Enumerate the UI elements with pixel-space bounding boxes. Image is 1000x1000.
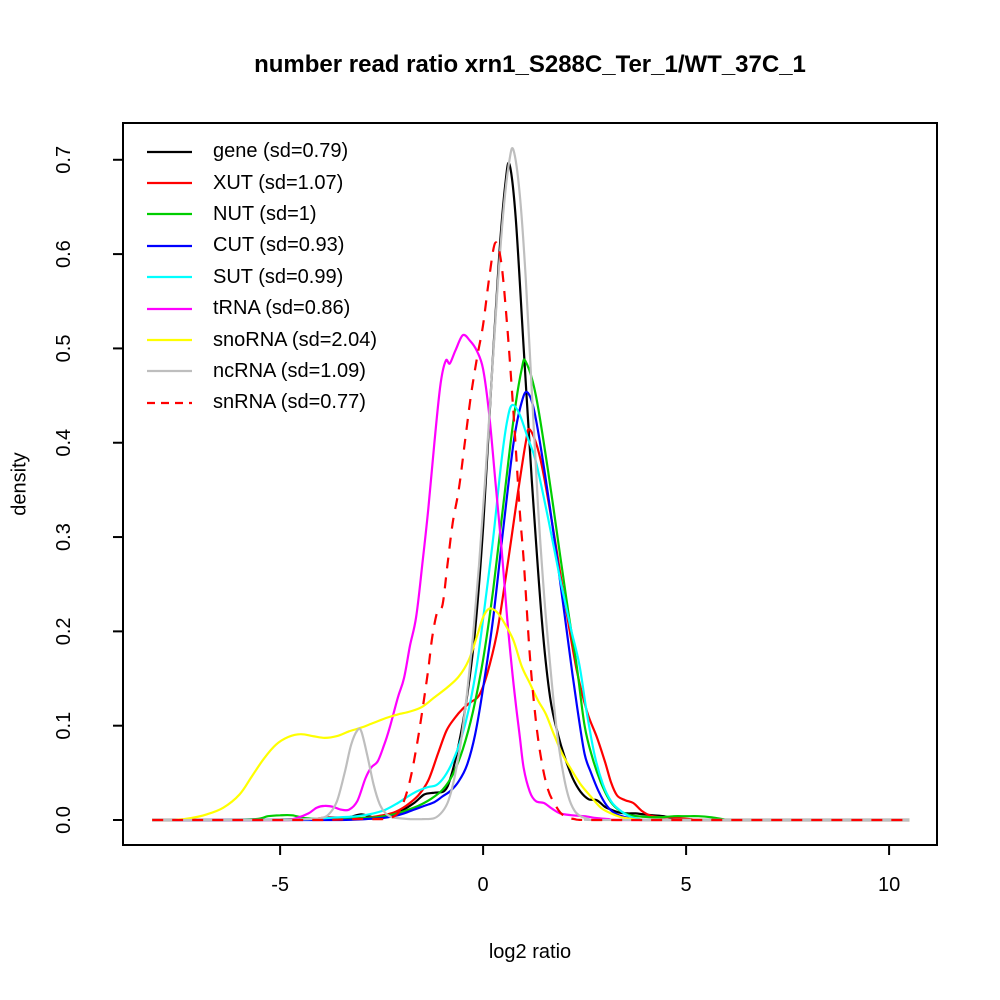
legend-label-tRNA: tRNA (sd=0.86) <box>213 297 351 320</box>
legend-item-NUT: NUT (sd=1) <box>147 199 377 230</box>
legend-label-SUT: SUT (sd=0.99) <box>213 265 344 288</box>
legend-label-XUT: XUT (sd=1.07) <box>213 171 344 194</box>
legend: gene (sd=0.79) XUT (sd=1.07) NUT (sd=1) CUT… <box>147 136 377 419</box>
legend-item-snoRNA: snoRNA (sd=2.04) <box>147 324 377 355</box>
y-tick-label: 0.3 <box>53 523 75 551</box>
curve-snRNA <box>152 241 910 822</box>
legend-label-CUT: CUT (sd=0.93) <box>213 234 345 257</box>
legend-label-snRNA: snRNA (sd=0.77) <box>213 391 366 414</box>
x-tick-label: 10 <box>878 874 900 896</box>
y-tick-label: 0.0 <box>53 806 75 834</box>
x-tick-label: 0 <box>478 874 489 896</box>
plot-box <box>122 122 938 846</box>
curve-CUT <box>152 390 910 822</box>
curve-snoRNA <box>152 607 910 822</box>
legend-line-swatch-NUT <box>147 213 192 216</box>
legend-line-swatch-snoRNA <box>147 338 192 342</box>
legend-line-swatch-tRNA <box>147 307 192 310</box>
y-tick-label: 0.1 <box>53 712 75 740</box>
legend-line-swatch-ncRNA <box>147 370 192 373</box>
curve-tRNA <box>152 333 910 822</box>
legend-line-swatch-CUT <box>147 244 192 247</box>
legend-item-gene: gene (sd=0.79) <box>147 136 377 167</box>
legend-label-gene: gene (sd=0.79) <box>213 140 349 163</box>
y-tick-label: 0.2 <box>53 617 75 645</box>
curve-ncRNA <box>152 147 910 822</box>
legend-line-swatch-snRNA <box>147 401 192 404</box>
curve-SUT <box>152 403 910 822</box>
legend-line-swatch-SUT <box>147 276 192 279</box>
y-tick-label: 0.4 <box>53 429 75 457</box>
y-tick-label: 0.6 <box>53 240 75 268</box>
curve-NUT <box>152 358 910 822</box>
curve-XUT <box>152 427 910 822</box>
chart-title: number read ratio xrn1_S288C_Ter_1/WT_37… <box>254 51 806 78</box>
legend-item-tRNA: tRNA (sd=0.86) <box>147 293 377 324</box>
legend-item-CUT: CUT (sd=0.93) <box>147 230 377 261</box>
legend-line-swatch-XUT <box>147 181 192 185</box>
x-tick-label: 5 <box>681 874 692 896</box>
legend-item-XUT: XUT (sd=1.07) <box>147 167 377 198</box>
legend-label-NUT: NUT (sd=1) <box>213 202 317 225</box>
x-axis-label: log2 ratio <box>488 941 572 963</box>
legend-item-snRNA: snRNA (sd=0.77) <box>147 387 377 418</box>
legend-line-swatch-gene <box>147 150 192 153</box>
legend-label-snoRNA: snoRNA (sd=2.04) <box>213 328 377 351</box>
x-tick-label: -5 <box>271 874 289 896</box>
y-tick-label: 0.5 <box>53 335 75 363</box>
legend-label-ncRNA: ncRNA (sd=1.09) <box>213 359 366 382</box>
y-tick-label: 0.7 <box>53 146 75 174</box>
legend-item-ncRNA: ncRNA (sd=1.09) <box>147 356 377 387</box>
legend-item-SUT: SUT (sd=0.99) <box>147 262 377 293</box>
